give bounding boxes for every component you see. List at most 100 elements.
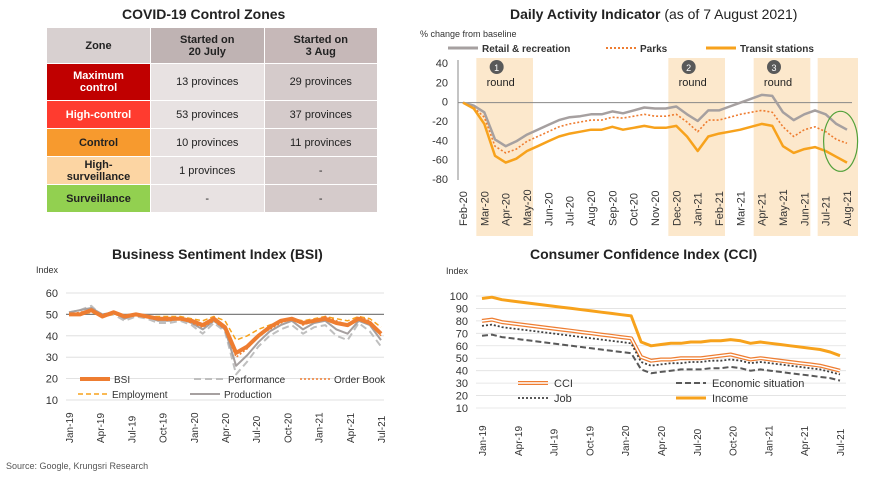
round-badge-2 [681,60,696,74]
cci-xtick: Oct-20 [729,426,740,456]
round-badge-3 [767,60,781,74]
zones-header-aug: Started on 3 Aug [263,27,378,64]
dai-ytick: -20 [432,116,448,128]
dai-legend-label-1: Retail & recreation [482,44,570,55]
round-shade-2 [668,58,725,236]
dai-title: Daily Activity Indicator (as of 7 August… [510,6,797,22]
cci-xtick: Jan-20 [621,425,632,456]
zone-aug-value: 11 provinces [263,128,378,157]
dai-xtick: Dec-20 [671,191,683,226]
cci-series-income [481,295,841,358]
bsi-ytick: 30 [46,352,58,364]
round-label-1: round [487,77,515,89]
dai-ytick: -80 [432,174,448,186]
cci-ytick: 40 [456,366,468,378]
dai-xtick: Oct-20 [629,193,641,226]
dai-xtick: Apr-21 [757,193,769,226]
dai-title-main: Daily Activity Indicator [510,6,661,22]
cci-series-job [481,323,841,376]
zone-name: Surveillance [46,184,151,213]
cci-ytick: 80 [456,316,468,328]
zone-aug-value: 29 provinces [263,63,378,101]
cci-xtick: Jul-20 [693,428,704,456]
bsi-xtick: Jul-20 [252,415,263,443]
round-number-1: 1 [494,63,499,73]
bsi-series-performance [68,304,382,376]
zone-name: Control [46,128,151,157]
cci-ytick: 70 [456,328,468,340]
bsi-xtick: Oct-20 [283,413,294,443]
zones-title: COVID-19 Control Zones [122,6,286,22]
bsi-ytick: 60 [46,288,58,300]
cci-ytick: 60 [456,341,468,353]
zone-july-value: 13 provinces [150,63,265,101]
round-label-2: round [679,77,707,89]
dai-ytick: 40 [436,58,448,70]
dai-title-sub: (as of 7 August 2021) [664,6,798,22]
cci-legend-label-4: Income [712,393,748,405]
zone-row: High- surveillance 1 provinces - [46,156,378,185]
cci-ytick: 100 [450,291,468,303]
cci-legend-label-3: Job [554,393,572,405]
cci-ytick: 50 [456,353,468,365]
bsi-series-bsi [69,308,383,355]
bsi-legend-label-1: BSI [114,375,130,386]
cci-ytick: 20 [456,391,468,403]
cci-ytick: 30 [456,378,468,390]
round-number-3: 3 [771,63,776,73]
zone-row: Control 10 provinces 11 provinces [46,128,378,157]
dai-series-retail-recreation [462,93,848,148]
cci-xtick: Apr-20 [657,426,668,456]
zone-aug-value: - [263,184,378,213]
bsi-xtick: Jul-19 [127,415,138,443]
zone-row: Surveillance - - [46,184,378,213]
bsi-legend-label-2: Performance [228,375,286,386]
zone-row: High-control 53 provinces 37 provinces [46,100,378,129]
zone-aug-value: - [263,156,378,185]
dai-xtick: Jul-21 [821,196,833,226]
dai-xtick: May-20 [522,189,534,226]
round-label-3: round [764,77,792,89]
dai-xtick: Jun-21 [799,192,811,226]
cci-title: Consumer Confidence Index (CCI) [530,246,758,262]
dai-ytick: 0 [442,97,448,109]
dai-ytick: 20 [436,77,448,89]
dai-series-transit-stations [462,101,848,164]
cci-xtick: Jan-19 [478,425,489,456]
cci-ytick: 10 [456,403,468,415]
cci-series-economic-situation [481,333,841,382]
dai-ytick: -60 [432,155,448,167]
bsi-ylabel: Index [36,265,59,275]
dai-xtick: Jan-21 [693,192,705,226]
zones-header-row: Zone Started on 20 July Started on 3 Aug [46,27,378,64]
zones-header-july: Started on 20 July [150,27,265,64]
zone-july-value: 53 provinces [150,100,265,129]
bsi-xtick: Oct-19 [159,413,170,443]
zone-july-value: 1 provinces [150,156,265,185]
round-badge-1 [489,60,504,74]
dai-xtick: Nov-20 [650,191,662,226]
cci-xtick: Oct-19 [585,426,596,456]
bsi-xtick: Jan-21 [315,412,326,443]
dai-xtick: Feb-20 [458,191,470,226]
source-note: Source: Google, Krungsri Research [6,461,149,471]
cci-legend-label-1: CCI [554,378,573,390]
bsi-xtick: Jul-21 [377,415,388,443]
bsi-xtick: Jan-20 [190,412,201,443]
bsi-legend-label-3: Order Book [334,375,386,386]
bsi-ytick: 50 [46,309,58,321]
dai-xtick: Aug-21 [842,191,854,226]
dai-legend-label-2: Parks [640,44,668,55]
zone-july-value: - [150,184,265,213]
round-shade-3 [753,58,811,236]
zone-row: Maximum control 13 provinces 29 provinces [46,63,378,101]
highlight-circle [822,110,859,172]
bsi-xtick: Apr-19 [96,413,107,443]
dai-xtick: May-21 [778,189,790,226]
dai-xtick: Jun-20 [543,192,555,226]
bsi-xtick: Apr-21 [346,413,357,443]
cci-xtick: Jul-19 [550,428,561,456]
zone-aug-value: 37 provinces [263,100,378,129]
zones-header-zone: Zone [46,27,151,64]
bsi-legend-label-4: Employment [112,390,168,401]
